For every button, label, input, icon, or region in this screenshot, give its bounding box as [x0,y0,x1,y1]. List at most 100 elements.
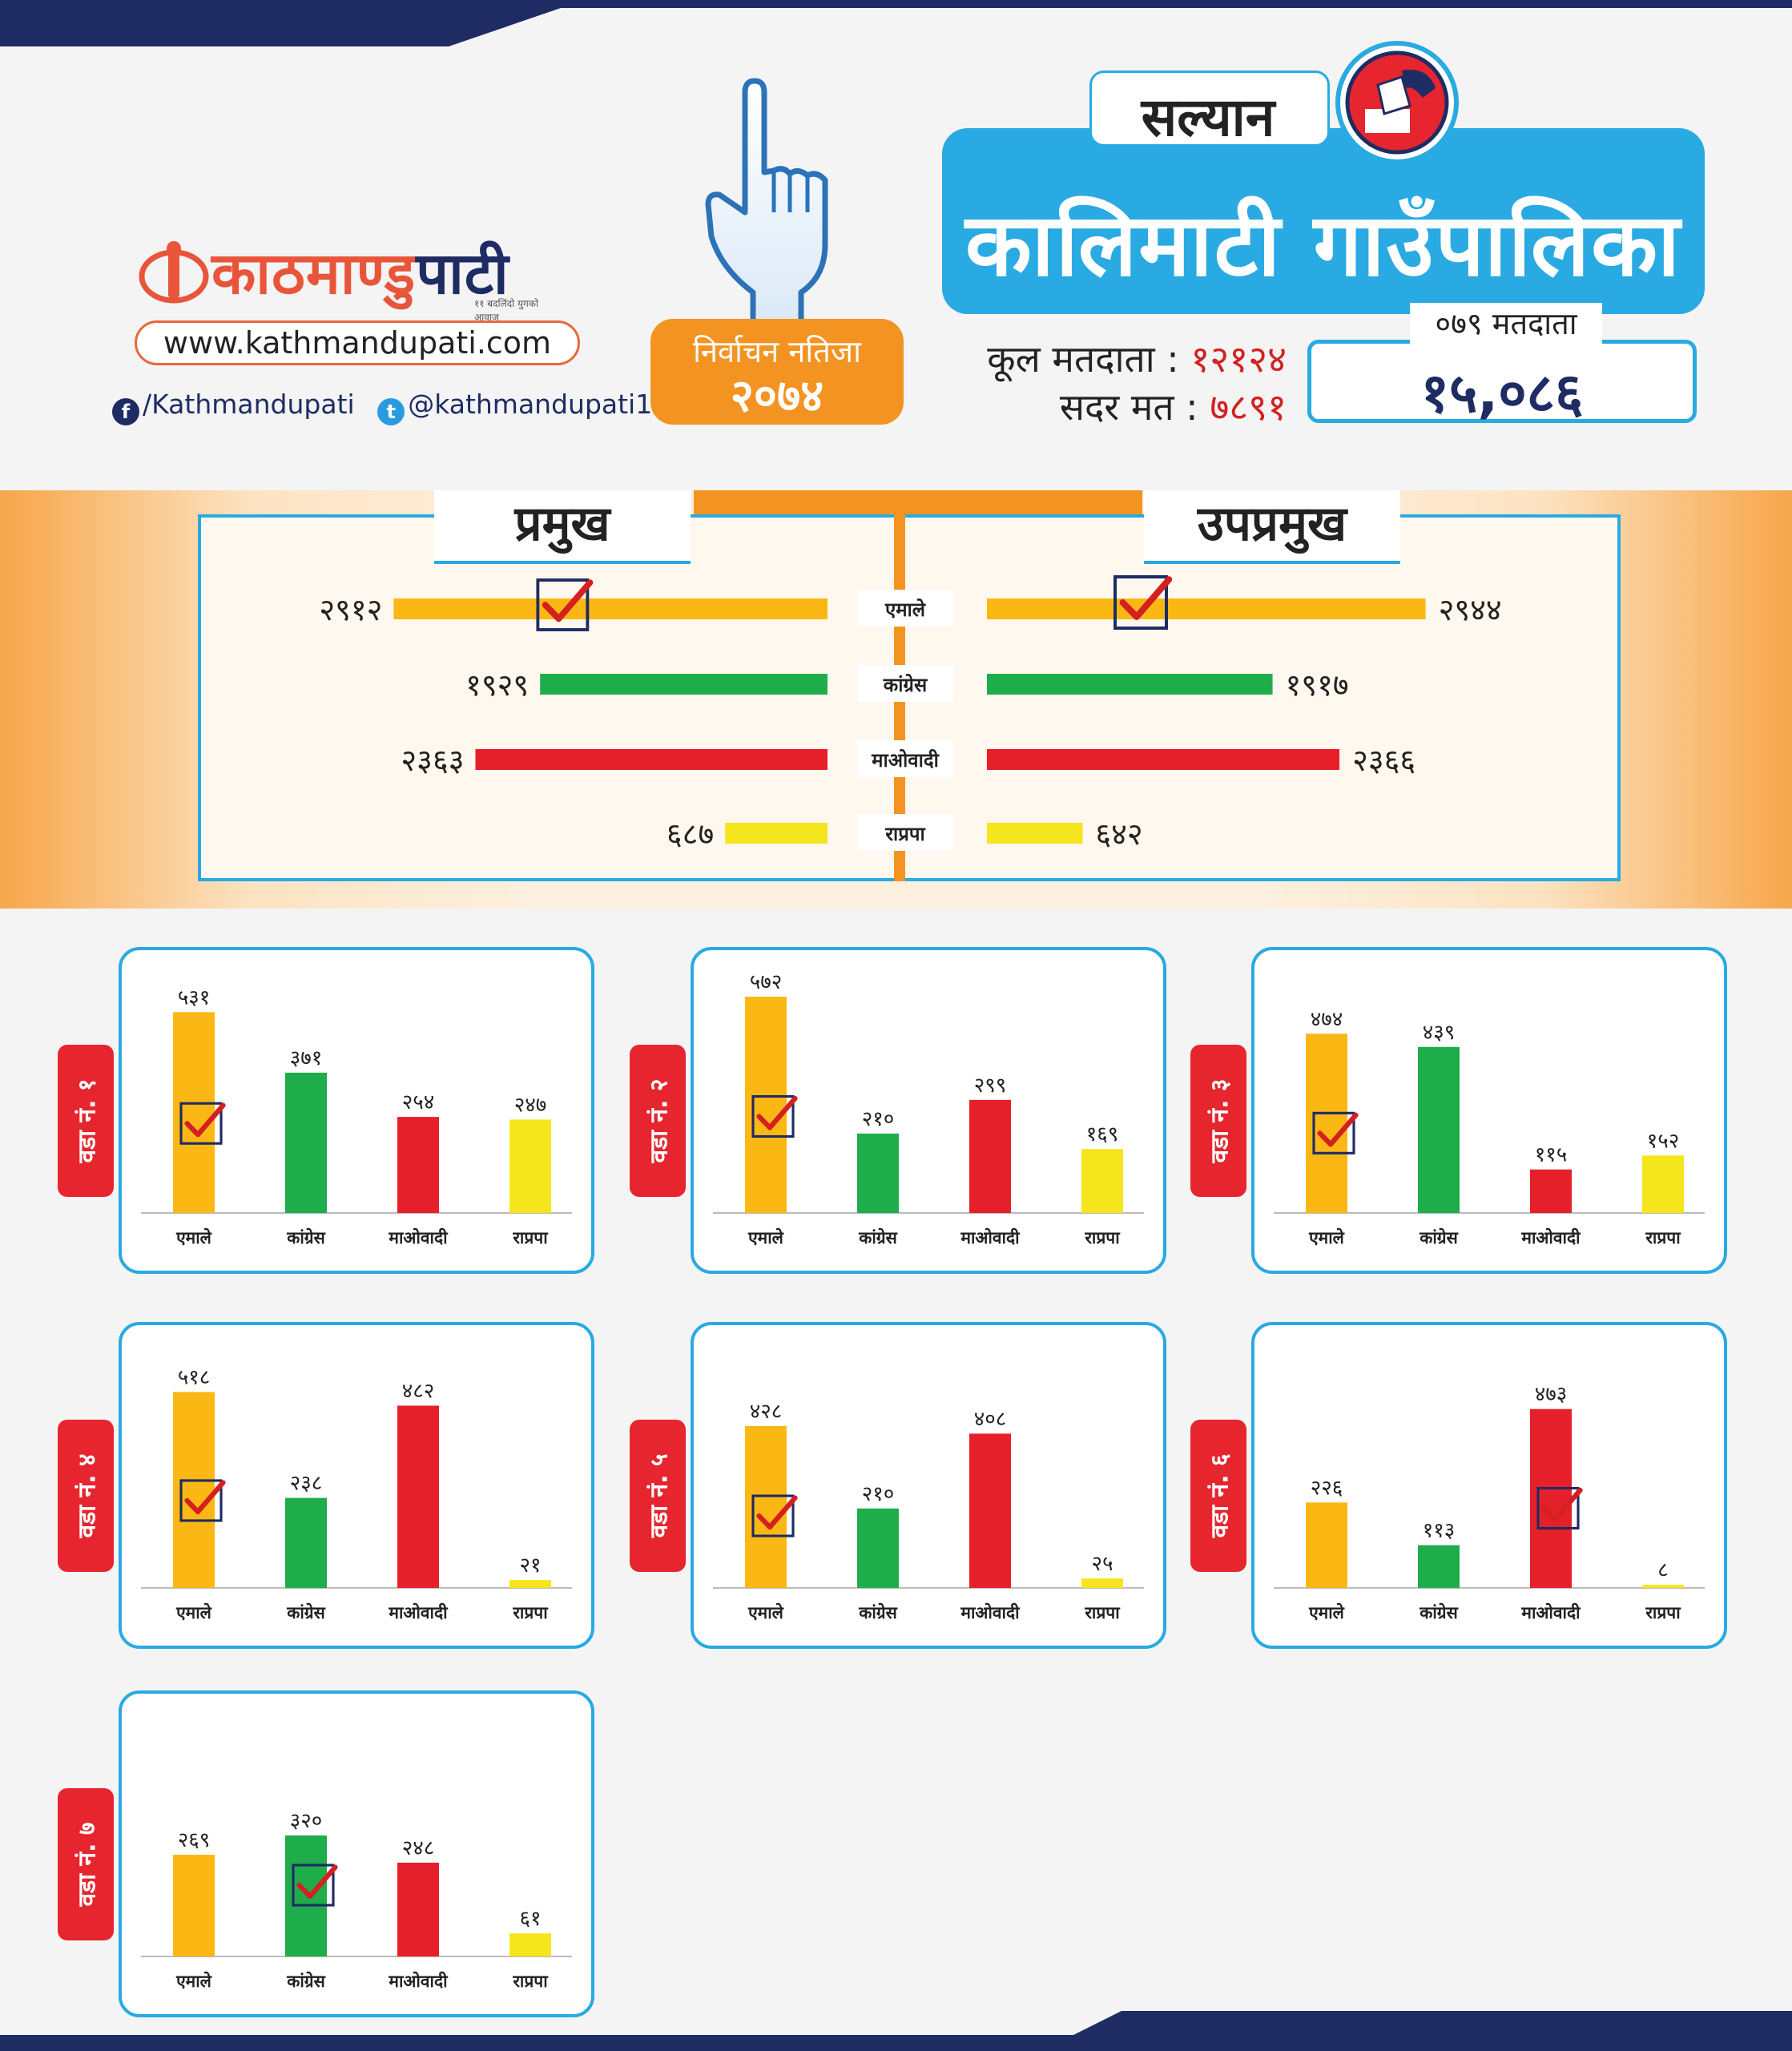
ward-number-label: वडा नं. १ [73,1078,102,1163]
ward-category-label: एमाले [747,1227,784,1247]
website-link[interactable]: www.kathmandupati.com [135,320,580,365]
facebook-icon[interactable]: f [112,398,139,425]
ward-bar-value-label: २१ [519,1553,541,1578]
twitter-handle[interactable]: @kathmandupati1 [408,389,653,420]
ward-bar-value-label: ५३१ [178,985,211,1009]
ward-bar-value-label: २१० [862,1482,895,1506]
ward-bar [1306,1502,1347,1588]
mayor-winner-check-icon [536,578,594,631]
ward-bar [285,1835,327,1956]
ward-bar-value-label: २४८ [402,1836,435,1860]
ward-number-tag: वडा नं. ७ [58,1788,114,1940]
ward-bar [1530,1169,1572,1213]
ward-bar-value-label: ११३ [1423,1519,1456,1543]
ward-bar [1642,1155,1684,1213]
ward-category-label: एमाले [1308,1602,1345,1622]
ward-bar [1306,1034,1347,1213]
panel-top-connector [694,490,1142,514]
ward-bar-value-label: १५२ [1647,1129,1680,1153]
ward-winner-check-icon [179,1479,226,1522]
ward-bar [1530,1408,1572,1588]
ward-bar-value-label: ३७१ [290,1046,323,1070]
ward-number-tag: वडा नं. ४ [58,1420,114,1572]
main-results-chart: एमाले २९१२ २९४४ कांग्रेस १९२९ १९१७ माओवादी २३६३… [319,575,1502,852]
ward-bar-value-label: २२६ [1311,1476,1343,1500]
ward-number-label: वडा नं. २ [645,1078,674,1163]
party-label-bg [857,814,953,851]
deputy-bar [987,749,1340,770]
ward-bar-chart: ४२८ एमाले २१० कांग्रेस ४०८ माओवादी २५ राप्रपा [713,1400,1144,1622]
ward-bar-chart: ४७४ एमाले ४३९ कांग्रेस ११५ माओवादी १५२ राप्रपा [1274,1007,1705,1247]
total-voters-value: १२१२४ [1190,337,1287,381]
ward-bar-value-label: २३८ [290,1472,323,1496]
ward-bar-value-label: ५१८ [178,1365,211,1389]
district-box: सल्यान [1089,71,1330,148]
ward-bar-chart: ५१८ एमाले २३८ कांग्रेस ४८२ माओवादी २१ राप्रपा [141,1365,572,1622]
ward-bar [969,1433,1011,1588]
ward-bar [1418,1545,1460,1588]
ward-category-label: एमाले [1308,1227,1345,1247]
ward-category-label: कांग्रेस [858,1602,897,1622]
ward-bar-value-label: ४०८ [974,1407,1007,1431]
voters-079-box: १५,०८६ [1307,340,1697,425]
ward-category-label: राप्रपा [512,1972,549,1991]
ward-category-label: माओवादी [960,1227,1021,1247]
ward-category-label: एमाले [747,1602,784,1622]
ward-category-label: माओवादी [388,1227,449,1247]
brand-logo[interactable]: काठमाण्डुपाटी ११ बदलिंदो युगको आवाज [138,232,562,323]
ward-category-label: कांग्रेस [1419,1602,1458,1622]
party-label: कांग्रेस [883,674,928,696]
ward-number-tag: वडा नं. ५ [630,1420,686,1572]
ward-category-label: एमाले [175,1602,212,1622]
mayor-bar [540,674,828,695]
deputy-bar [987,598,1426,619]
party-label: एमाले [884,598,927,621]
ward-bar [1418,1046,1460,1213]
ward-category-label: राप्रपा [512,1228,549,1247]
ward-category-label: माओवादी [388,1602,449,1622]
ward-number-tag: वडा नं. ६ [1190,1420,1246,1572]
party-label: माओवादी [871,749,939,772]
ward-bar-value-label: ८ [1657,1558,1669,1582]
ward-bar [509,1580,551,1588]
voting-finger-icon [705,78,828,328]
ward-bar [745,1425,787,1588]
ward-category-label: राप्रपा [1084,1603,1121,1622]
voters-079-caption: ०७९ मतदाता [1410,303,1602,345]
district-name: सल्यान [1141,87,1275,148]
ballot-box-icon [1335,41,1459,164]
ward-category-label: राप्रपा [1084,1228,1121,1247]
ward-bar-value-label: २४७ [514,1093,547,1117]
ward-bar-value-label: २५ [1091,1552,1113,1576]
ward-bar-value-label: ५७२ [750,970,783,994]
deputy-bar [987,823,1083,844]
twitter-icon[interactable]: t [377,398,405,425]
ward-bar [397,1117,439,1213]
party-label: राप्रपा [884,823,925,845]
ward-bar [1081,1578,1123,1588]
mayor-value-label: ६८७ [666,816,714,852]
municipality-title-box: कालिमाटी गाउँपालिका [942,128,1705,314]
ward-number-label: वडा नं. ३ [1206,1078,1234,1163]
facebook-handle[interactable]: /Kathmandupati [143,389,355,420]
mayor-value-label: २९१२ [319,592,382,627]
ward-bar-chart: २२६ एमाले ११३ कांग्रेस ४७३ माओवादी ८ राप्रपा [1274,1383,1705,1622]
ward-number-label: वडा नं. ५ [645,1453,674,1538]
deputy-value-label: १९१७ [1286,667,1349,703]
ward-category-label: माओवादी [960,1602,1021,1622]
ward-number-tag: वडा नं. २ [630,1045,686,1197]
deputy-value-label: २९४४ [1439,592,1502,627]
ward-category-label: माओवादी [1520,1602,1581,1622]
logo-mark-icon [139,241,209,304]
ward-bar [285,1497,327,1588]
ward-bar [857,1133,899,1213]
ward-number-tag: वडा नं. ३ [1190,1045,1246,1197]
mayor-section-title: प्रमुख [434,490,691,564]
mayor-bar [725,823,828,844]
voters-079-value: १५,०८६ [1420,362,1584,425]
deputy-value-label: ६४२ [1095,816,1142,852]
ward-bar [173,1855,215,1956]
ward-category-label: माओवादी [388,1971,449,1991]
mayor-value-label: १९२९ [465,667,529,703]
mayor-value-label: २३६३ [401,743,464,778]
